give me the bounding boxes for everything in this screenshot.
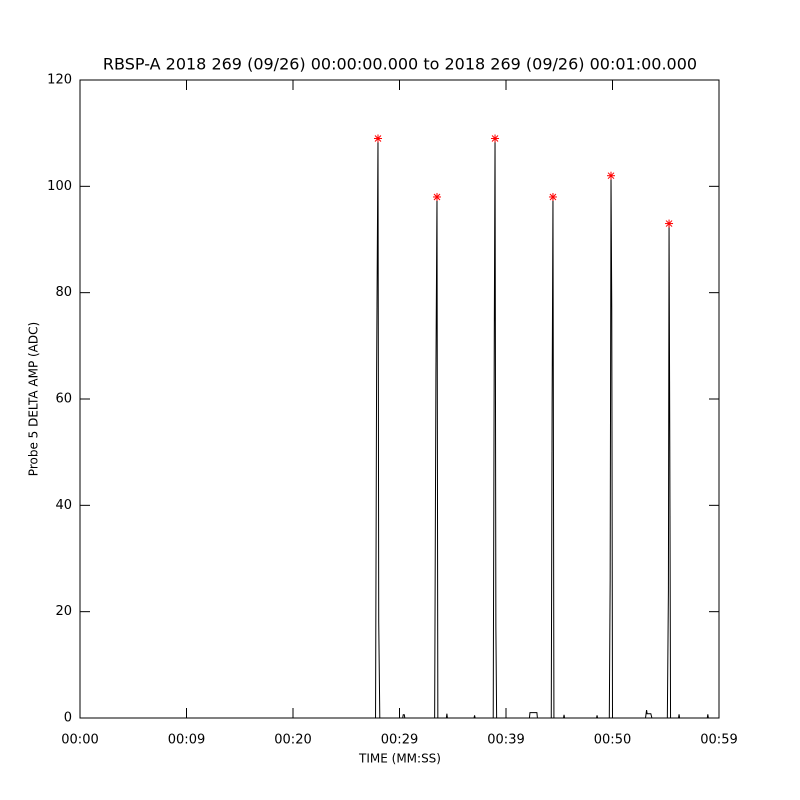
y-tick-label: 0 (64, 711, 72, 726)
x-tick-label: 00:00 (61, 733, 98, 748)
marker-stroke (549, 193, 557, 201)
x-tick-label: 00:50 (594, 733, 631, 748)
x-tick-label: 00:09 (168, 733, 205, 748)
peak-marker (432, 192, 441, 201)
x-tick-label: 00:20 (274, 733, 311, 748)
marker-stroke (665, 220, 673, 227)
plot-frame (79, 79, 720, 719)
peak-marker (548, 192, 557, 201)
marker-stroke (607, 172, 615, 180)
marker-stroke (374, 135, 382, 142)
x-axis-label: TIME (MM:SS) (358, 752, 441, 766)
data-line (80, 138, 719, 719)
y-tick-label: 100 (47, 179, 72, 194)
marker-stroke (491, 135, 499, 142)
y-tick-label: 80 (55, 285, 72, 300)
y-tick-label: 40 (55, 498, 72, 513)
y-tick-label: 60 (55, 392, 72, 407)
peak-marker (491, 134, 500, 143)
x-tick-label: 00:59 (700, 733, 737, 748)
y-tick-label: 20 (55, 604, 72, 619)
x-tick-label: 00:39 (487, 733, 524, 748)
peak-marker (665, 219, 674, 228)
peak-marker (607, 171, 616, 180)
chart-title: RBSP-A 2018 269 (09/26) 00:00:00.000 to … (103, 55, 697, 74)
x-tick-label: 00:29 (381, 733, 418, 748)
marker-stroke (433, 193, 441, 201)
y-tick-label: 120 (47, 73, 72, 88)
peak-marker (373, 134, 382, 143)
y-axis-label: Probe 5 DELTA AMP (ADC) (27, 322, 41, 476)
